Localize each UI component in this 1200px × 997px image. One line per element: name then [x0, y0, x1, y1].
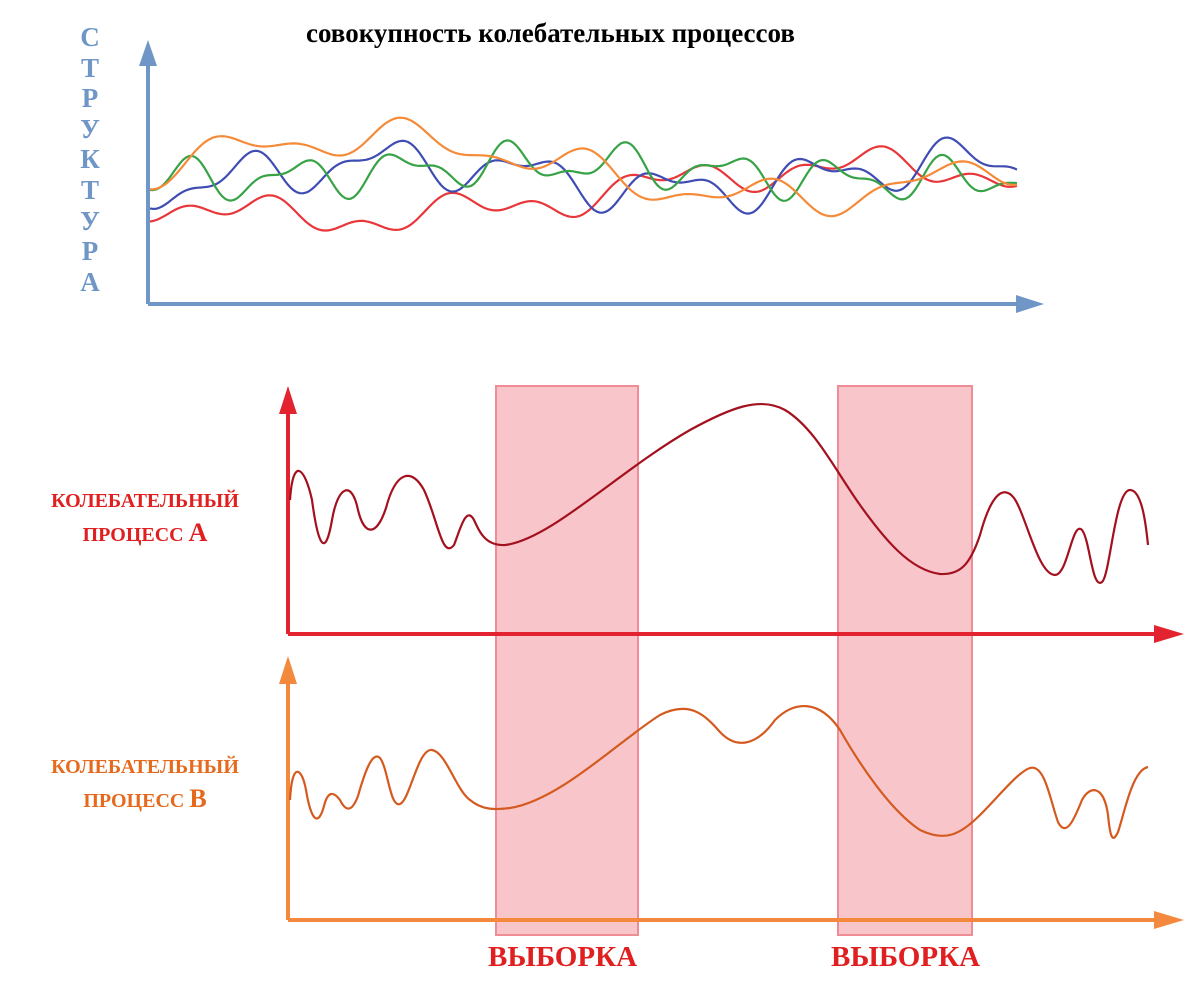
process-a-x-arrow	[1154, 625, 1184, 643]
structure-y-arrow	[139, 40, 157, 66]
series-red-curve	[149, 145, 1018, 232]
series-blue-curve	[149, 136, 1018, 215]
sample-band-2	[837, 385, 973, 936]
chart-title: совокупность колебательных процессов	[306, 18, 795, 48]
process-b-label: КОЛЕБАТЕЛЬНЫЙ ПРОЦЕСС В	[14, 752, 276, 817]
structure-axes	[139, 40, 1044, 313]
process-b-axes	[279, 656, 1184, 929]
process-b-y-arrow	[279, 656, 297, 684]
process-b-letter: В	[189, 784, 207, 813]
process-b-line2: ПРОЦЕСС	[83, 790, 185, 812]
process-a-label: КОЛЕБАТЕЛЬНЫЙ ПРОЦЕСС А	[14, 486, 276, 551]
sample-label-2: ВЫБОРКА	[831, 941, 981, 973]
structure-x-arrow	[1016, 295, 1044, 313]
series-green-curve	[149, 139, 1018, 202]
process-a-y-arrow	[279, 386, 297, 414]
process-b-x-arrow	[1154, 911, 1184, 929]
process-b-curve	[288, 705, 1149, 839]
sample-band-1	[495, 385, 639, 936]
process-a-axes	[279, 386, 1184, 643]
process-a-line1: КОЛЕБАТЕЛЬНЫЙ	[51, 490, 239, 512]
oscillation-series-group	[149, 116, 1018, 232]
process-a-letter: А	[188, 518, 208, 547]
process-a-curve	[288, 402, 1150, 584]
sample-label-1: ВЫБОРКА	[488, 941, 638, 973]
process-a-line2: ПРОЦЕСС	[82, 524, 184, 546]
series-orange-curve	[149, 116, 1018, 218]
process-b-line1: КОЛЕБАТЕЛЬНЫЙ	[51, 756, 239, 778]
